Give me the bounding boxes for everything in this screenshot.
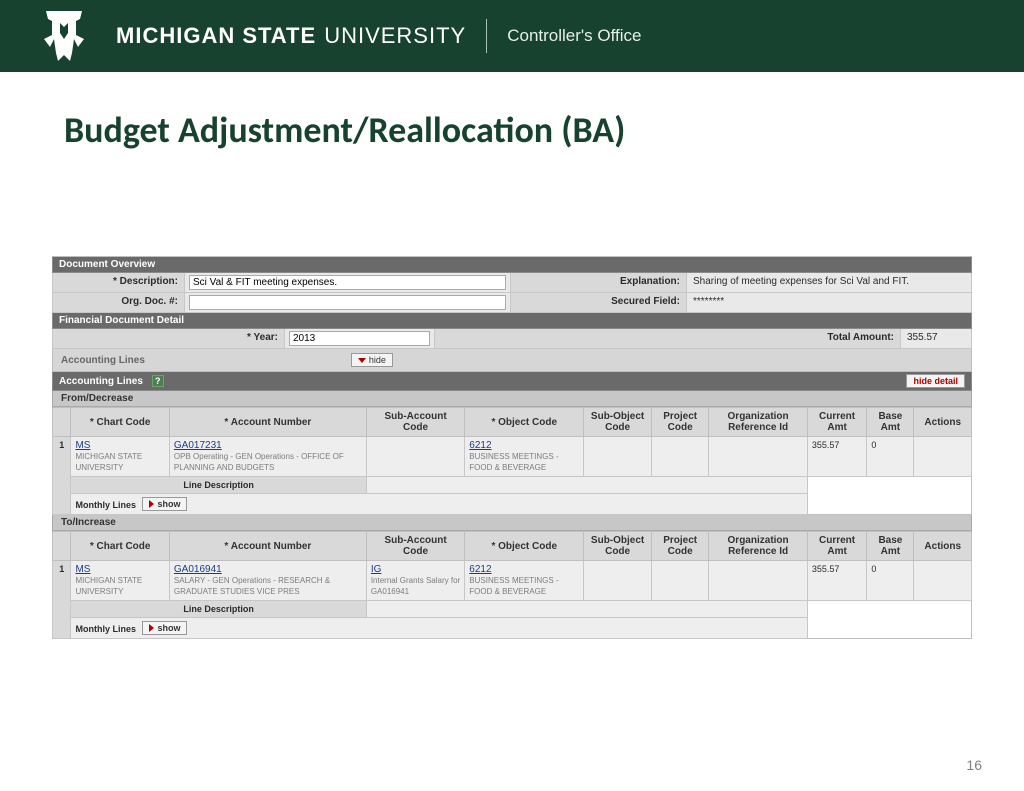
description-label: * Description: <box>53 273 185 292</box>
to-increase-header: To/Increase <box>52 515 972 531</box>
chevron-right-icon <box>149 624 154 632</box>
hide-detail-button[interactable]: hide detail <box>906 374 965 388</box>
chart-code-link[interactable]: MS <box>75 564 164 575</box>
form-panel: Document Overview * Description: Explana… <box>52 256 972 639</box>
orgdoc-input-cell <box>185 293 511 312</box>
col-org-ref: Organization Reference Id <box>709 408 807 437</box>
row-number: 1 <box>53 561 71 639</box>
cell-current-amt: 355.57 <box>807 561 866 601</box>
monthly-show-button[interactable]: show <box>142 497 187 511</box>
account-link[interactable]: GA017231 <box>174 440 362 451</box>
secured-value: ******** <box>687 293 971 312</box>
cell-subaccount: IG Internal Grants Salary for GA016941 <box>366 561 464 601</box>
cell-base-amt: 0 <box>867 561 914 601</box>
row-number: 1 <box>53 437 71 515</box>
page-title: Budget Adjustment/Reallocation (BA) <box>64 108 1024 152</box>
monthly-show-button[interactable]: show <box>142 621 187 635</box>
row-orgdoc: Org. Doc. #: Secured Field: ******** <box>52 293 972 313</box>
section-document-overview: Document Overview <box>52 257 972 273</box>
orgdoc-label: Org. Doc. #: <box>53 293 185 312</box>
to-increase-table: * Chart Code * Account Number Sub-Accoun… <box>52 531 972 639</box>
line-description-row: Line Description <box>53 477 972 494</box>
accounting-lines-tab-label: Accounting Lines <box>61 355 145 366</box>
account-link[interactable]: GA016941 <box>174 564 362 575</box>
brand-header: MICHIGAN STATE UNIVERSITY Controller's O… <box>0 0 1024 72</box>
subunit-label: Controller's Office <box>507 26 641 46</box>
cell-chart-code: MS MICHIGAN STATE UNIVERSITY <box>71 437 169 477</box>
explanation-value: Sharing of meeting expenses for Sci Val … <box>687 273 971 292</box>
chevron-down-icon <box>358 358 366 363</box>
hide-button[interactable]: hide <box>351 353 393 367</box>
row-year-total: * Year: Total Amount: 355.57 <box>52 329 972 349</box>
col-project: Project Code <box>651 408 708 437</box>
help-icon[interactable]: ? <box>152 375 164 387</box>
monthly-lines-cell: Monthly Lines show <box>71 494 807 515</box>
orgdoc-input[interactable] <box>189 295 506 310</box>
row-description: * Description: Explanation: Sharing of m… <box>52 273 972 293</box>
col-sub-account: Sub-Account Code <box>366 408 464 437</box>
monthly-lines-row: Monthly Lines show <box>53 494 972 515</box>
subaccount-link[interactable]: IG <box>371 564 460 575</box>
accounting-lines-bar-label: Accounting Lines <box>59 376 143 387</box>
cell-object: 6212 BUSINESS MEETINGS - FOOD & BEVERAGE <box>465 561 584 601</box>
cell-subobject <box>584 437 652 477</box>
total-amount-label: Total Amount: <box>435 329 901 348</box>
table-row: 1 MS MICHIGAN STATE UNIVERSITY GA017231 … <box>53 437 972 477</box>
object-link[interactable]: 6212 <box>469 440 579 451</box>
spartan-helmet-icon <box>40 9 88 63</box>
table-header-row: * Chart Code * Account Number Sub-Accoun… <box>53 532 972 561</box>
table-row: 1 MS MICHIGAN STATE UNIVERSITY GA016941 … <box>53 561 972 601</box>
line-description-cell <box>366 477 807 494</box>
cell-actions <box>914 437 972 477</box>
section-financial-detail: Financial Document Detail <box>52 313 972 329</box>
table-header-row: * Chart Code * Account Number Sub-Accoun… <box>53 408 972 437</box>
col-account-number: * Account Number <box>169 408 366 437</box>
year-input[interactable] <box>289 331 430 346</box>
wordmark: MICHIGAN STATE UNIVERSITY <box>116 23 466 49</box>
from-decrease-table: * Chart Code * Account Number Sub-Accoun… <box>52 407 972 515</box>
monthly-lines-row: Monthly Lines show <box>53 618 972 639</box>
explanation-label: Explanation: <box>511 273 687 292</box>
year-input-cell <box>285 329 435 348</box>
section-accounting-lines: Accounting Lines ? hide detail <box>52 372 972 391</box>
col-chart-code: * Chart Code <box>71 408 169 437</box>
col-actions: Actions <box>914 408 972 437</box>
wordmark-bold: MICHIGAN STATE <box>116 23 316 49</box>
cell-object: 6212 BUSINESS MEETINGS - FOOD & BEVERAGE <box>465 437 584 477</box>
accounting-lines-tab: Accounting Lines hide <box>52 349 972 372</box>
cell-account: GA016941 SALARY - GEN Operations - RESEA… <box>169 561 366 601</box>
chart-code-link[interactable]: MS <box>75 440 164 451</box>
description-input-cell <box>185 273 511 292</box>
from-decrease-header: From/Decrease <box>52 391 972 407</box>
total-amount-value: 355.57 <box>901 329 971 348</box>
chevron-right-icon <box>149 500 154 508</box>
page-number: 16 <box>966 757 982 773</box>
cell-current-amt: 355.57 <box>807 437 866 477</box>
cell-project <box>651 437 708 477</box>
cell-orgref <box>709 437 807 477</box>
col-current-amt: Current Amt <box>807 408 866 437</box>
col-object-code: * Object Code <box>465 408 584 437</box>
monthly-lines-label: Monthly Lines <box>75 500 136 510</box>
object-link[interactable]: 6212 <box>469 564 579 575</box>
cell-chart-code: MS MICHIGAN STATE UNIVERSITY <box>71 561 169 601</box>
cell-base-amt: 0 <box>867 437 914 477</box>
wordmark-light: UNIVERSITY <box>324 23 466 49</box>
line-description-row: Line Description <box>53 601 972 618</box>
cell-subaccount <box>366 437 464 477</box>
description-input[interactable] <box>189 275 506 290</box>
secured-label: Secured Field: <box>511 293 687 312</box>
year-label: * Year: <box>53 329 285 348</box>
col-base-amt: Base Amt <box>867 408 914 437</box>
header-divider <box>486 19 487 53</box>
line-description-label: Line Description <box>71 477 366 494</box>
col-sub-object: Sub-Object Code <box>584 408 652 437</box>
cell-account: GA017231 OPB Operating - GEN Operations … <box>169 437 366 477</box>
